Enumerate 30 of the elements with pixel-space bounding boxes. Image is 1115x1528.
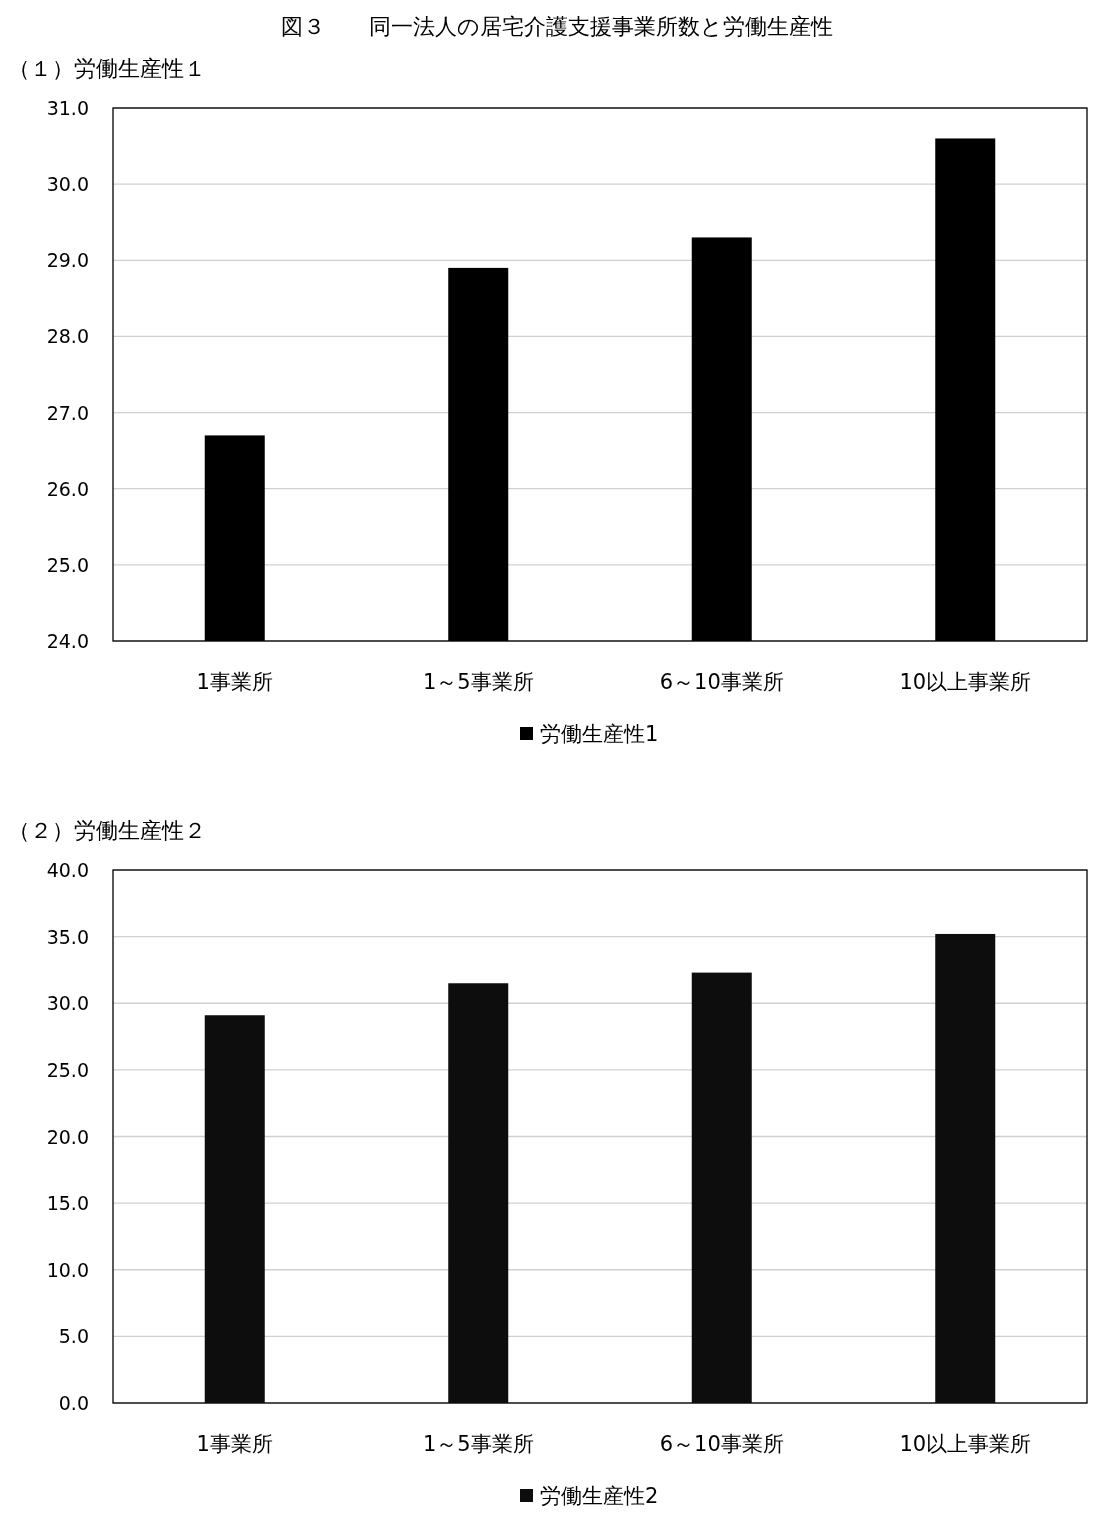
y-tick-label: 0.0: [58, 1392, 89, 1414]
chart-subtitle: （１）労働生産性１: [8, 56, 206, 81]
y-tick-label: 27.0: [46, 401, 89, 424]
y-tick-label: 28.0: [46, 325, 89, 348]
y-tick-label: 25.0: [46, 553, 89, 576]
x-tick-label: 1事業所: [196, 670, 273, 694]
y-tick-label: 26.0: [46, 477, 89, 500]
y-tick-label: 30.0: [46, 173, 89, 196]
x-tick-label: 6～10事業所: [659, 670, 784, 694]
y-tick-label: 29.0: [46, 249, 89, 272]
y-tick-label: 25.0: [46, 1058, 89, 1081]
x-tick-label: 6～10事業所: [659, 1432, 784, 1456]
y-tick-label: 40.0: [46, 859, 89, 881]
x-tick-label: 10以上事業所: [899, 670, 1032, 694]
legend-label: 労働生産性2: [540, 1484, 659, 1508]
x-tick-label: 1～5事業所: [422, 1432, 534, 1456]
x-tick-label: 1～5事業所: [422, 670, 534, 694]
y-tick-label: 35.0: [46, 925, 89, 948]
chart-subtitle: （２）労働生産性２: [8, 818, 206, 843]
x-tick-label: 1事業所: [196, 1432, 273, 1456]
y-tick-label: 15.0: [46, 1192, 89, 1215]
y-tick-label: 10.0: [46, 1258, 89, 1281]
chart-title: 図３ 同一法人の居宅介護支援事業所数と労働生産性: [281, 14, 833, 39]
x-tick-label: 10以上事業所: [899, 1432, 1032, 1456]
y-tick-label: 31.0: [46, 97, 89, 119]
legend-label: 労働生産性1: [540, 722, 659, 746]
y-tick-label: 30.0: [46, 992, 89, 1015]
y-tick-label: 5.0: [58, 1325, 89, 1348]
y-tick-label: 20.0: [46, 1125, 89, 1148]
y-tick-label: 24.0: [46, 630, 89, 652]
